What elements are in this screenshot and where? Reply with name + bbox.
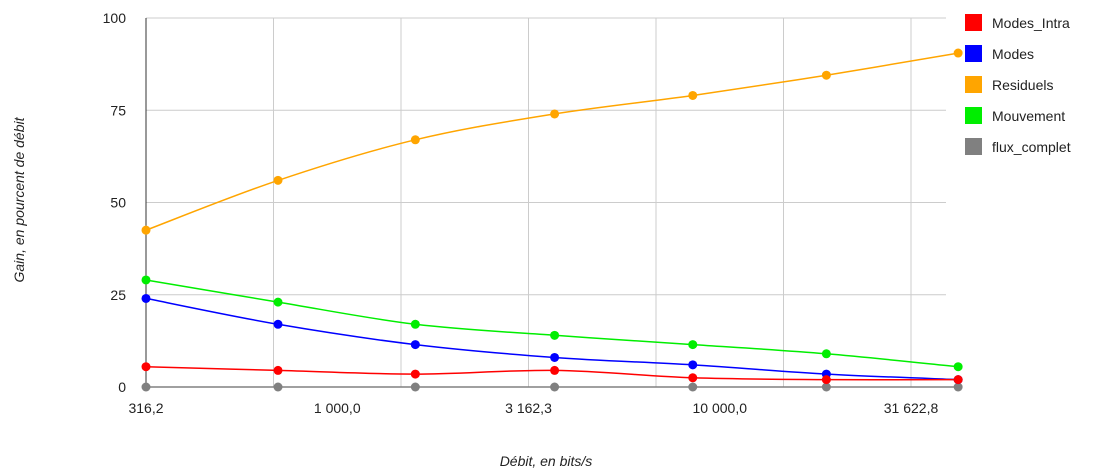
data-point	[953, 48, 963, 58]
x-tick-label: 316,2	[128, 400, 163, 416]
y-tick-label: 100	[103, 10, 127, 26]
y-tick-label: 25	[110, 287, 126, 303]
data-point	[410, 319, 420, 329]
x-tick-label: 10 000,0	[693, 400, 748, 416]
grid	[146, 17, 946, 387]
series-line	[145, 52, 959, 231]
data-point	[688, 373, 698, 383]
legend-swatch	[965, 14, 982, 31]
legend-item: Modes	[965, 45, 1034, 62]
legend: Modes_Intra Modes Residuels Mouvement flux_c…	[965, 14, 1071, 155]
data-point	[273, 297, 283, 307]
data-point	[550, 330, 560, 340]
legend-swatch	[965, 138, 982, 155]
data-point	[821, 70, 831, 80]
y-tick-label: 50	[110, 195, 126, 211]
data-point	[273, 382, 283, 392]
legend-item: Modes_Intra	[965, 14, 1070, 31]
legend-item: flux_complet	[965, 138, 1071, 155]
data-point	[141, 275, 151, 285]
data-point	[410, 340, 420, 350]
series-Mouvement	[141, 275, 963, 372]
legend-label: Modes	[992, 46, 1034, 62]
x-tick-label: 31 622,8	[884, 400, 939, 416]
data-point	[688, 382, 698, 392]
data-point	[550, 109, 560, 119]
y-tick-label: 0	[118, 379, 126, 395]
data-point	[688, 90, 698, 100]
legend-label: Residuels	[992, 77, 1053, 93]
data-point	[953, 382, 963, 392]
series-lines	[141, 48, 963, 392]
legend-swatch	[965, 76, 982, 93]
data-point	[410, 369, 420, 379]
data-point	[141, 225, 151, 235]
legend-label: flux_complet	[992, 139, 1071, 155]
data-point	[821, 382, 831, 392]
data-point	[141, 293, 151, 303]
tick-labels: 0 25 50 75 100 316,2 1 000,0 3 162,3 10 000,0 31 …	[103, 10, 939, 416]
data-point	[273, 319, 283, 329]
data-point	[953, 375, 963, 385]
series-flux_complet	[141, 382, 963, 392]
y-axis-title: Gain, en pourcent de débit	[11, 116, 27, 282]
data-point	[273, 365, 283, 375]
legend-item: Mouvement	[965, 107, 1065, 124]
y-tick-label: 75	[110, 102, 126, 118]
data-point	[410, 382, 420, 392]
data-point	[550, 365, 560, 375]
data-point	[141, 382, 151, 392]
data-point	[688, 360, 698, 370]
series-Residuels	[141, 48, 963, 235]
legend-label: Modes_Intra	[992, 15, 1070, 31]
legend-swatch	[965, 107, 982, 124]
data-point	[141, 362, 151, 372]
x-tick-label: 3 162,3	[505, 400, 552, 416]
data-point	[821, 349, 831, 359]
x-axis-title: Débit, en bits/s	[500, 453, 593, 469]
data-point	[273, 175, 283, 185]
series-line	[145, 279, 959, 368]
data-point	[410, 135, 420, 145]
legend-item: Residuels	[965, 76, 1053, 93]
data-point	[953, 362, 963, 372]
legend-swatch	[965, 45, 982, 62]
data-point	[550, 352, 560, 362]
x-tick-label: 1 000,0	[314, 400, 361, 416]
data-point	[821, 375, 831, 385]
data-point	[688, 340, 698, 350]
series-Modes_Intra	[141, 362, 963, 385]
data-point	[550, 382, 560, 392]
legend-label: Mouvement	[992, 108, 1065, 124]
